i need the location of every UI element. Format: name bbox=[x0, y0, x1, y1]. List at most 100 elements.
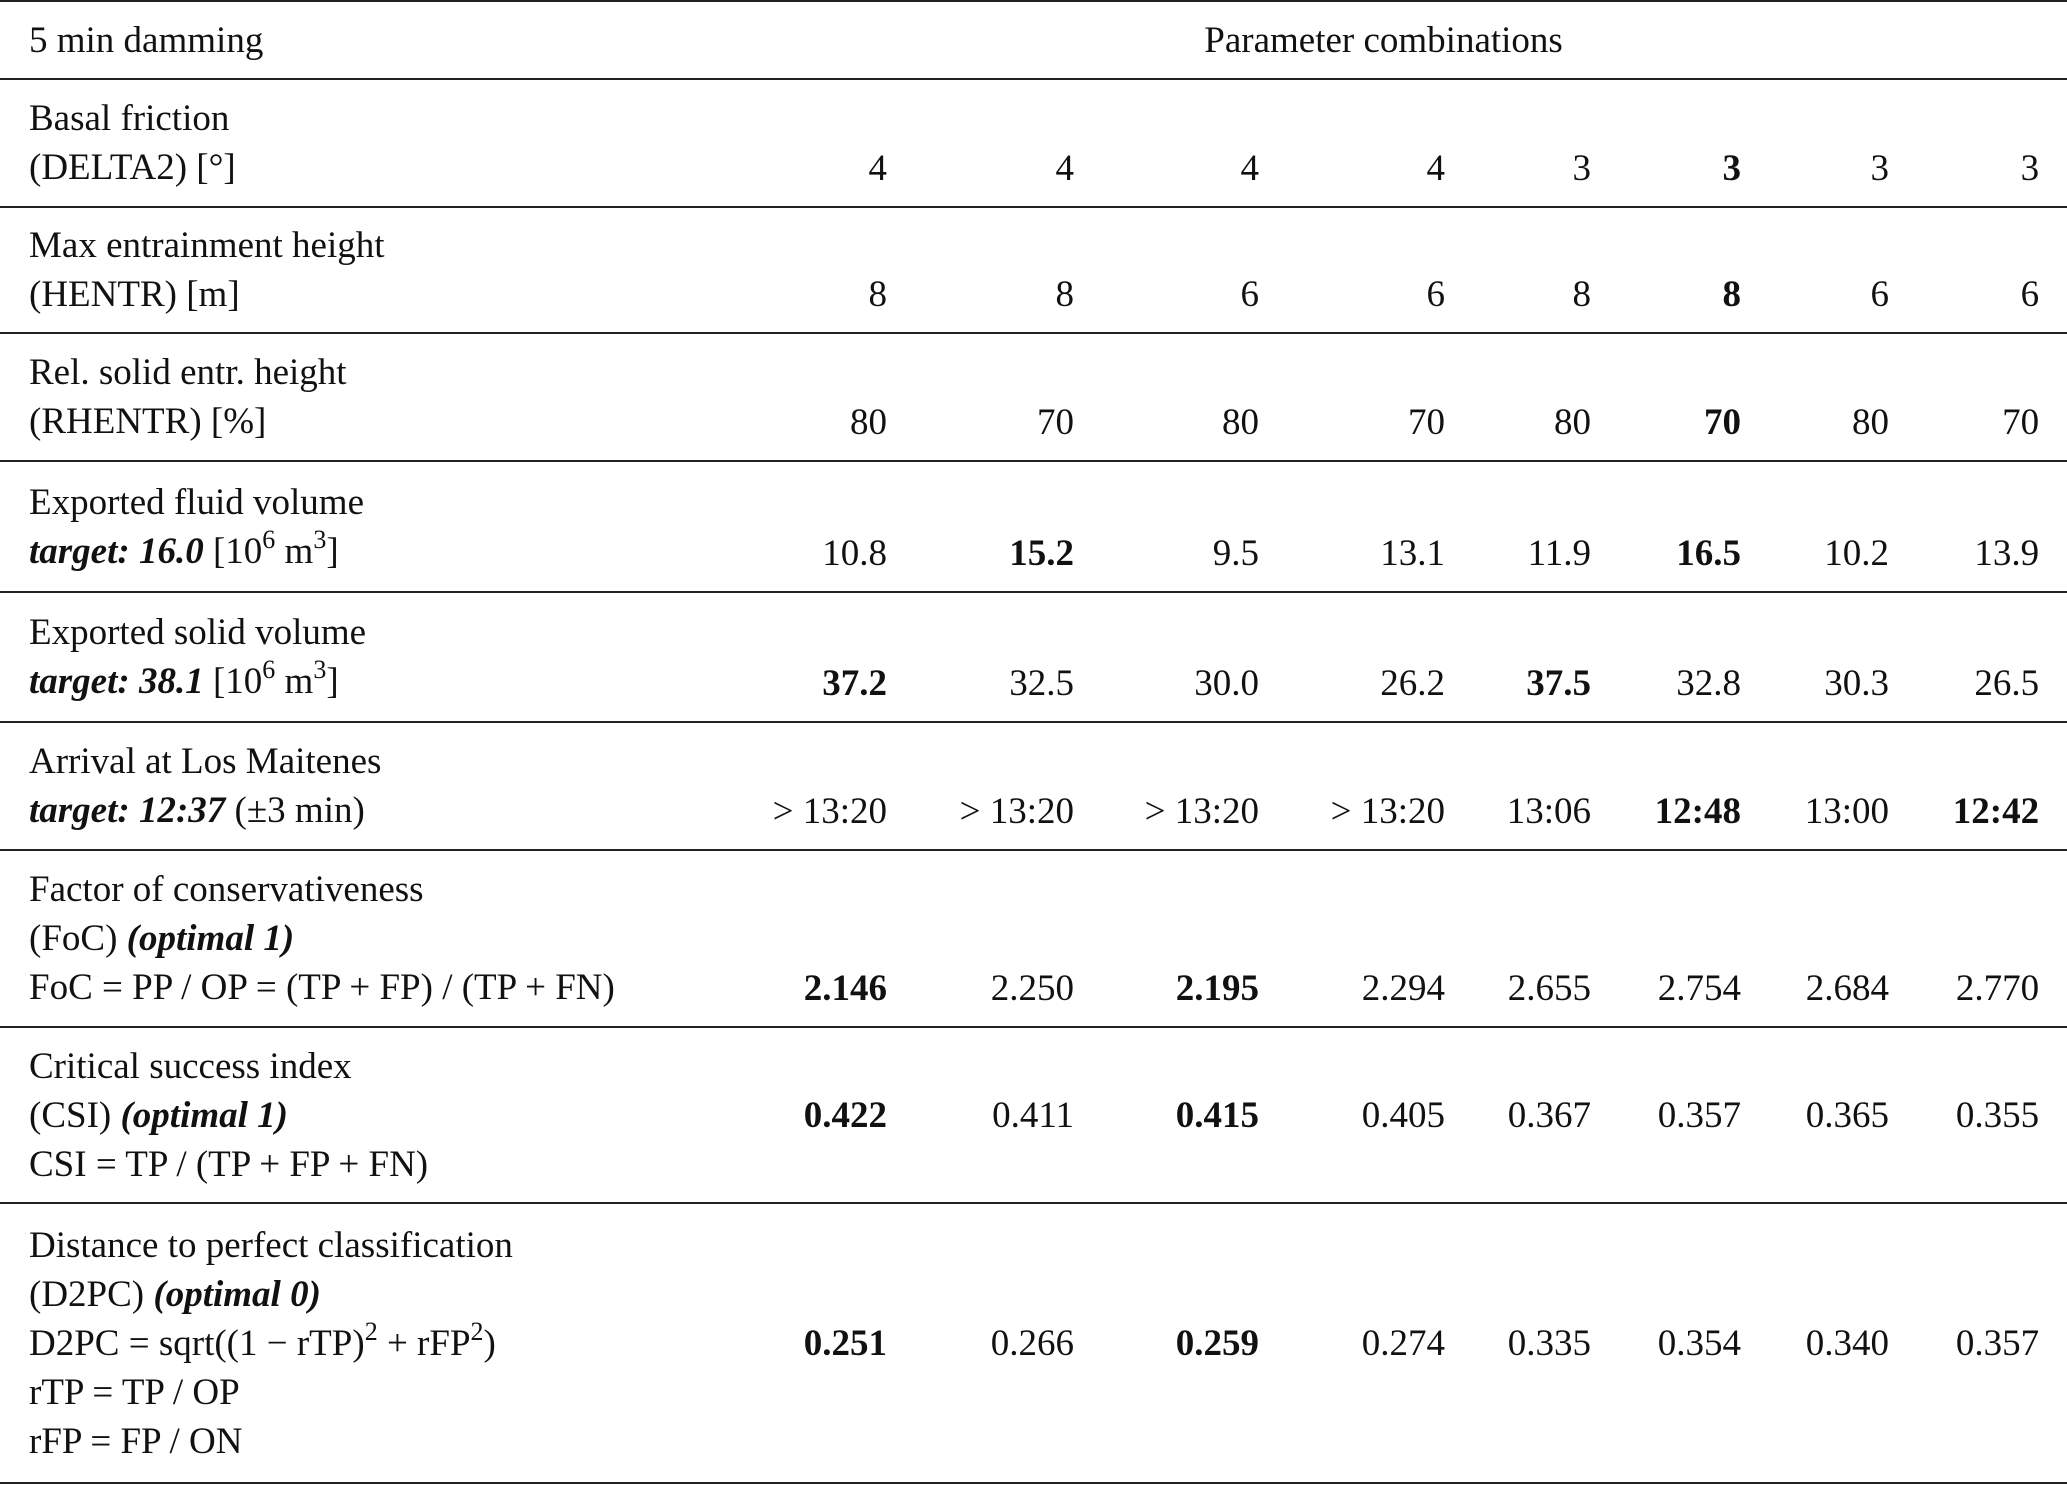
label-text: rTP = TP / OP bbox=[29, 1371, 240, 1413]
table-row: Basal friction (DELTA2) [°] 4 4 4 4 3 3 3 3 bbox=[0, 78, 2067, 207]
value-cell: 0.266 bbox=[887, 1202, 1074, 1484]
label-text: Exported solid volume bbox=[29, 612, 367, 653]
label-line: (RHENTR) [%] bbox=[29, 397, 700, 446]
value-cell: 15.2 bbox=[887, 460, 1074, 592]
value-cell: 0.259 bbox=[1074, 1202, 1259, 1484]
label-text: [10 bbox=[203, 661, 263, 702]
label-line: target: 16.0 [106 m3] bbox=[29, 524, 700, 576]
label-text: Arrival at Los Maitenes bbox=[29, 741, 382, 782]
table-row: Factor of conservativeness (FoC) (optimal… bbox=[0, 849, 2067, 1027]
value-cell: 13:00 bbox=[1741, 721, 1889, 850]
value-cell: 32.8 bbox=[1591, 591, 1741, 722]
label-line: Exported fluid volume bbox=[29, 478, 700, 527]
label-line: Rel. solid entr. height bbox=[29, 348, 700, 397]
value-cell: 0.274 bbox=[1259, 1202, 1445, 1484]
label-line: (D2PC) (optimal 0) bbox=[29, 1270, 700, 1319]
emphasis: (optimal 1) bbox=[126, 918, 295, 959]
value-cell: 26.2 bbox=[1259, 591, 1445, 722]
superscript: 3 bbox=[313, 524, 327, 554]
row-label: Distance to perfect classification (D2PC)… bbox=[0, 1202, 700, 1484]
label-line: Arrival at Los Maitenes bbox=[29, 737, 700, 786]
table-row: Rel. solid entr. height (RHENTR) [%] 80 70 8… bbox=[0, 332, 2067, 461]
value-cell: 0.367 bbox=[1445, 1026, 1591, 1203]
label-text: m bbox=[275, 530, 314, 572]
label-line: (CSI) (optimal 1) bbox=[29, 1091, 700, 1140]
table-row: Arrival at Los Maitenes target: 12:37 (±3… bbox=[0, 721, 2067, 850]
value-cell: 0.405 bbox=[1259, 1026, 1445, 1203]
label-text: (FoC) bbox=[29, 918, 127, 959]
label-text: Distance to perfect classification bbox=[29, 1224, 513, 1266]
label-text: Max entrainment height bbox=[29, 225, 385, 266]
value-cell: 2.294 bbox=[1259, 849, 1445, 1027]
value-cell: 0.365 bbox=[1741, 1026, 1889, 1203]
value-cell: 4 bbox=[1259, 78, 1445, 207]
value-cell: 6 bbox=[1741, 206, 1889, 333]
label-line: rFP = FP / ON bbox=[29, 1417, 700, 1466]
header-cell: 5 min damming bbox=[0, 0, 700, 79]
table-row: Max entrainment height (HENTR) [m] 8 8 6 6 8 8 6… bbox=[0, 206, 2067, 333]
value-cell: 3 bbox=[1889, 78, 2067, 207]
value-cell: 30.3 bbox=[1741, 591, 1889, 722]
value-cell: 4 bbox=[1074, 78, 1259, 207]
value-cell: 70 bbox=[1889, 332, 2067, 461]
value-cell: > 13:20 bbox=[1259, 721, 1445, 850]
emphasis: target: 38.1 bbox=[29, 661, 204, 702]
value-cell: 8 bbox=[1445, 206, 1591, 333]
value-cell: 0.340 bbox=[1741, 1202, 1889, 1484]
emphasis: target: 16.0 bbox=[29, 530, 204, 572]
table-row: Exported fluid volume target: 16.0 [106 m… bbox=[0, 460, 2067, 592]
label-line: Exported solid volume bbox=[29, 608, 700, 657]
superscript: 6 bbox=[262, 524, 276, 554]
label-text: (CSI) bbox=[29, 1094, 121, 1136]
value-cell: 2.770 bbox=[1889, 849, 2067, 1027]
row-label: Rel. solid entr. height (RHENTR) [%] bbox=[0, 332, 700, 461]
value-cell: 2.684 bbox=[1741, 849, 1889, 1027]
value-cell: 37.5 bbox=[1445, 591, 1591, 722]
header-cell: Parameter combinations bbox=[700, 0, 2067, 79]
value-cell: 9.5 bbox=[1074, 460, 1259, 592]
label-text: Factor of conservativeness bbox=[29, 869, 424, 910]
row-label: Basal friction (DELTA2) [°] bbox=[0, 78, 700, 207]
value-cell: > 13:20 bbox=[1074, 721, 1259, 850]
value-cell: 2.146 bbox=[700, 849, 887, 1027]
superscript: 2 bbox=[364, 1316, 378, 1346]
value-cell: 2.754 bbox=[1591, 849, 1741, 1027]
value-cell: 3 bbox=[1591, 78, 1741, 207]
label-line: (DELTA2) [°] bbox=[29, 143, 700, 192]
value-cell: 80 bbox=[1741, 332, 1889, 461]
label-text: (DELTA2) [°] bbox=[29, 147, 236, 188]
value-cell: > 13:20 bbox=[700, 721, 887, 850]
value-cell: 70 bbox=[887, 332, 1074, 461]
label-text: Rel. solid entr. height bbox=[29, 352, 347, 393]
row-label: Exported solid volume target: 38.1 [106 m… bbox=[0, 591, 700, 722]
label-line: CSI = TP / (TP + FP + FN) bbox=[29, 1140, 700, 1189]
label-line: Basal friction bbox=[29, 94, 700, 143]
label-text: m bbox=[275, 661, 314, 702]
emphasis: (optimal 0) bbox=[153, 1273, 321, 1315]
value-cell: 2.655 bbox=[1445, 849, 1591, 1027]
value-cell: 2.195 bbox=[1074, 849, 1259, 1027]
superscript: 6 bbox=[262, 655, 276, 684]
value-cell: 13.9 bbox=[1889, 460, 2067, 592]
value-cell: 37.2 bbox=[700, 591, 887, 722]
row-label: Arrival at Los Maitenes target: 12:37 (±3… bbox=[0, 721, 700, 850]
superscript: 2 bbox=[470, 1316, 484, 1346]
label-text: Critical success index bbox=[29, 1045, 352, 1087]
label-text: + rFP bbox=[377, 1322, 471, 1364]
value-cell: 10.8 bbox=[700, 460, 887, 592]
value-cell: 8 bbox=[887, 206, 1074, 333]
value-cell: 13:06 bbox=[1445, 721, 1591, 850]
table-row: Exported solid volume target: 38.1 [106 m… bbox=[0, 591, 2067, 722]
label-text: Exported fluid volume bbox=[29, 481, 364, 523]
label-text: (RHENTR) [%] bbox=[29, 401, 267, 442]
value-cell: 80 bbox=[1074, 332, 1259, 461]
label-text: (D2PC) bbox=[29, 1273, 154, 1315]
row-label: Critical success index (CSI) (optimal 1) C… bbox=[0, 1026, 700, 1203]
value-cell: 4 bbox=[887, 78, 1074, 207]
value-cell: 8 bbox=[1591, 206, 1741, 333]
label-line: D2PC = sqrt((1 − rTP)2 + rFP2) bbox=[29, 1316, 700, 1368]
value-cell: 12:42 bbox=[1889, 721, 2067, 850]
label-text: D2PC = sqrt((1 − rTP) bbox=[29, 1322, 365, 1364]
